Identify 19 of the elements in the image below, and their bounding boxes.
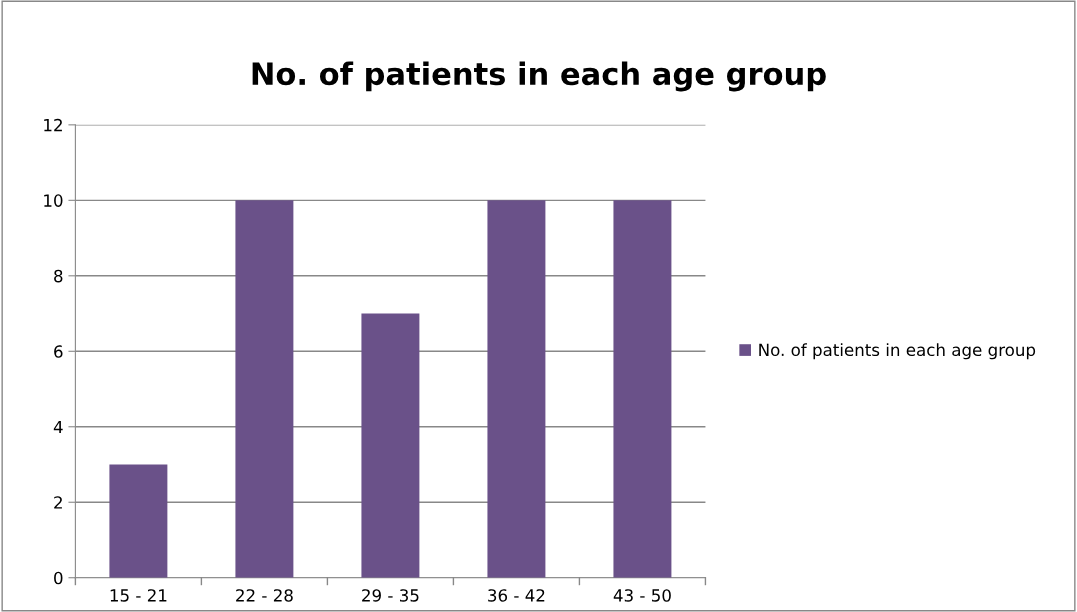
y-tick-label: 8 <box>54 269 63 283</box>
y-tick-label: 6 <box>54 345 63 358</box>
y-tick-label: 4 <box>53 420 63 434</box>
bar <box>235 200 294 578</box>
bar <box>361 313 420 578</box>
legend-label: No. of patients in each age group <box>759 343 1036 360</box>
y-tick-label: 10 <box>44 194 63 207</box>
bar <box>613 200 672 578</box>
y-tick-label: 12 <box>44 118 62 132</box>
y-tick-label: 2 <box>54 496 62 509</box>
x-tick-label: 29 - 35 <box>362 589 419 602</box>
x-tick-label: 22 - 28 <box>236 589 293 602</box>
y-tick-label: 0 <box>54 571 63 585</box>
bar <box>487 200 546 578</box>
chart-title: No. of patients in each age group <box>252 61 826 92</box>
x-tick-label: 36 - 42 <box>488 589 545 602</box>
bar <box>109 464 168 578</box>
x-tick-label: 15 - 21 <box>110 589 167 602</box>
x-tick-label: 43 - 50 <box>613 589 671 602</box>
